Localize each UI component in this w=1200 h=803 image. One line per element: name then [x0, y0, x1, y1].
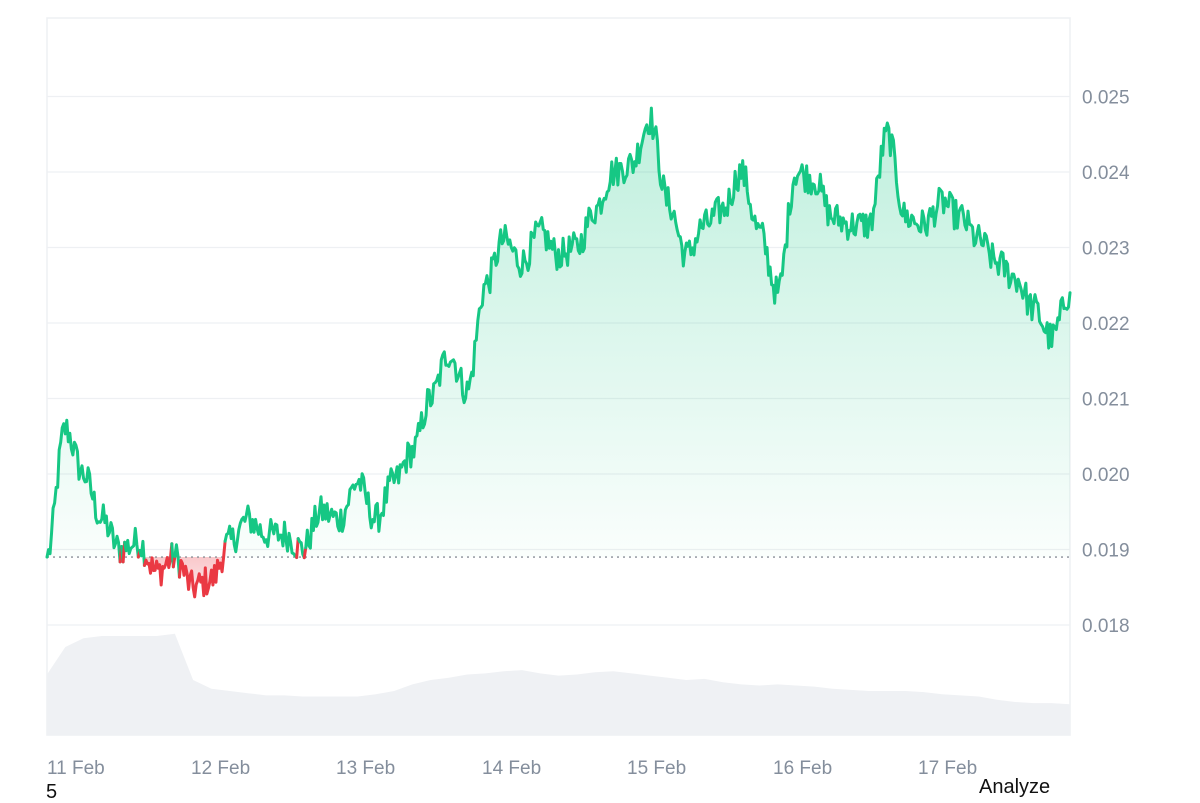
x-tick-label: 14 Feb — [482, 758, 541, 779]
x-tick-label: 12 Feb — [191, 758, 250, 779]
y-tick-label: 0.020 — [1082, 465, 1130, 486]
price-line-up — [173, 543, 181, 579]
price-line-up — [138, 539, 146, 567]
price-line-down — [177, 539, 227, 599]
price-line-up — [304, 106, 1072, 550]
y-tick-label: 0.024 — [1082, 163, 1130, 184]
area-fill-down — [47, 557, 1070, 597]
y-tick-label: 0.025 — [1082, 88, 1130, 109]
x-tick-label: 16 Feb — [773, 758, 832, 779]
y-tick-label: 0.019 — [1082, 541, 1130, 562]
price-line-down — [142, 542, 174, 587]
price-line-up — [45, 418, 122, 564]
price-line-down — [295, 537, 300, 560]
price-line-up — [223, 504, 299, 560]
x-tick-label: 11 Feb — [47, 758, 105, 779]
y-tick-label: 0.022 — [1082, 314, 1130, 335]
x-tick-label: 15 Feb — [627, 758, 686, 779]
x-tick-label: 13 Feb — [336, 758, 395, 779]
y-tick-label: 0.018 — [1082, 616, 1130, 637]
x-tick-label: 17 Feb — [918, 758, 977, 779]
page-number: 5 — [46, 781, 58, 803]
y-tick-label: 0.023 — [1082, 239, 1130, 260]
y-tick-label: 0.021 — [1082, 390, 1130, 411]
price-line-down — [302, 546, 308, 560]
volume-area — [47, 633, 1070, 735]
analyze-button[interactable]: Analyze — [979, 776, 1051, 798]
area-fill-up — [47, 108, 1070, 558]
price-line-up — [123, 526, 140, 559]
price-line-down — [171, 554, 177, 569]
